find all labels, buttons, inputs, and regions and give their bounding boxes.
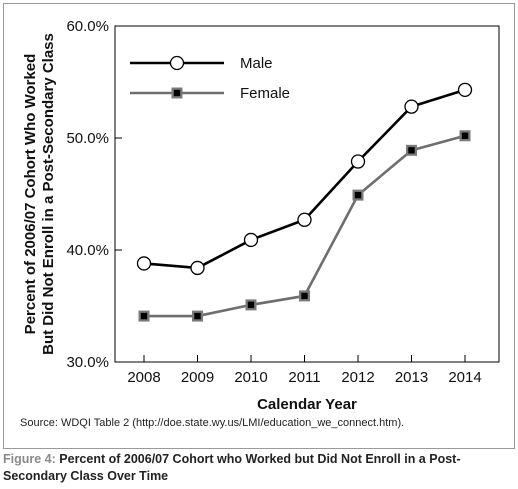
x-axis: 2008 2009 2010 2011 2012 2013 2014	[127, 355, 482, 386]
x-tick-label: 2010	[234, 369, 267, 386]
x-tick-label: 2009	[181, 369, 214, 386]
figure-frame	[3, 3, 515, 449]
series-layer	[136, 82, 473, 322]
legend: Male Female	[130, 55, 290, 102]
y-tick-label: 50.0%	[66, 130, 109, 147]
figure-caption-text: Percent of 2006/07 Cohort who Worked but…	[3, 452, 461, 483]
male-line	[143, 88, 466, 270]
female-data-point-core	[247, 301, 255, 309]
x-tick-label: 2013	[395, 369, 428, 386]
female-data-point-core	[408, 147, 415, 154]
male-data-point	[243, 232, 259, 248]
male-data-point	[350, 154, 366, 169]
male-data-point	[297, 212, 312, 227]
female-series	[138, 130, 471, 322]
y-tick-label: 40.0%	[66, 242, 109, 259]
x-tick-label: 2008	[127, 369, 160, 386]
y-tick-label: 30.0%	[66, 354, 109, 371]
male-data-point	[457, 82, 473, 97]
figure-caption-label: Figure 4:	[3, 452, 56, 466]
legend-marker-core-female	[173, 89, 181, 97]
female-data-point-core	[354, 191, 362, 199]
female-data-point-core	[194, 312, 201, 320]
y-axis-title-line-1: Percent of 2006/07 Cohort Who Worked	[22, 54, 39, 335]
legend-item-male: Male	[130, 55, 273, 72]
x-tick-label: 2014	[448, 369, 481, 386]
male-data-point	[404, 99, 419, 114]
female-data-point-core	[461, 132, 469, 139]
legend-label-male: Male	[240, 55, 273, 72]
y-axis-title-line-2: But Did Not Enroll in a Post-Secondary C…	[40, 33, 57, 355]
legend-item-female: Female	[130, 85, 290, 102]
male-data-point	[136, 256, 152, 271]
legend-marker-male	[169, 55, 185, 71]
plot-area	[114, 25, 500, 363]
figure-caption: Figure 4: Percent of 2006/07 Cohort who …	[3, 451, 515, 485]
female-data-point-core	[140, 312, 148, 320]
x-axis-title: Calendar Year	[257, 396, 357, 413]
y-axis: 30.0% 40.0% 50.0% 60.0%	[66, 18, 122, 371]
male-data-point	[190, 260, 205, 276]
y-tick-label: 60.0%	[66, 18, 109, 35]
x-tick-label: 2011	[288, 369, 320, 386]
source-note: Source: WDQI Table 2 (http://doe.state.w…	[20, 417, 405, 429]
x-tick-label: 2012	[341, 369, 374, 386]
legend-label-female: Female	[240, 85, 290, 102]
y-axis-title: Percent of 2006/07 Cohort Who Worked But…	[22, 33, 57, 355]
female-data-point-core	[301, 292, 308, 300]
male-series	[136, 82, 473, 276]
